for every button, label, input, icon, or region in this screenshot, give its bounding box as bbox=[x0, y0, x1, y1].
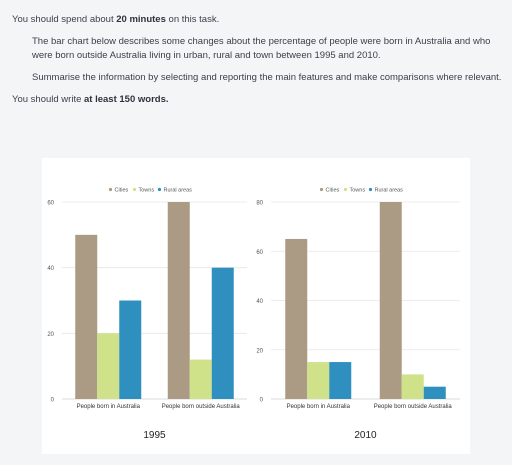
legend-marker bbox=[368, 187, 373, 192]
time-text: You should spend about bbox=[12, 14, 117, 25]
legend-label: Towns bbox=[350, 188, 366, 194]
bar bbox=[119, 300, 142, 399]
y-tick-label: 0 bbox=[51, 398, 55, 404]
bar bbox=[379, 202, 402, 399]
task-prompt: Summarise the information by selecting a… bbox=[32, 72, 502, 83]
legend-marker bbox=[343, 187, 348, 192]
time-bold: 20 minutes bbox=[116, 14, 166, 25]
legend-label: Cities bbox=[115, 188, 129, 194]
y-tick-label: 20 bbox=[256, 348, 263, 354]
bar bbox=[285, 238, 308, 399]
bar-charts: 0 20 40 60 Cities Towns Rural areas People born… bbox=[47, 187, 460, 441]
chart-title: 1995 bbox=[143, 430, 166, 441]
legend-marker bbox=[108, 187, 113, 192]
y-tick-label: 40 bbox=[256, 299, 263, 305]
bar bbox=[329, 362, 352, 399]
y-tick-label: 60 bbox=[256, 250, 263, 256]
y-tick-label: 20 bbox=[47, 332, 54, 338]
y-tick-label: 0 bbox=[260, 398, 264, 404]
y-tick-label: 60 bbox=[47, 201, 54, 207]
x-category-label: People born in Australia bbox=[77, 404, 141, 410]
x-category-label: People born in Australia bbox=[287, 404, 351, 410]
word-text: You should write bbox=[12, 94, 85, 105]
time-instruction: You should spend about 20 minutes on thi… bbox=[12, 13, 502, 27]
bar bbox=[97, 333, 120, 399]
bar bbox=[307, 362, 330, 399]
chart-title: 2010 bbox=[354, 430, 377, 441]
legend-marker bbox=[132, 187, 137, 192]
bar bbox=[401, 374, 424, 399]
y-tick-label: 80 bbox=[256, 201, 263, 207]
legend-label: Towns bbox=[139, 188, 155, 194]
legend-marker bbox=[157, 187, 162, 192]
task-description: The bar chart below describes some chang… bbox=[32, 36, 491, 61]
chart-figure: 0 20 40 60 Cities Towns Rural areas People born… bbox=[42, 158, 470, 454]
bar bbox=[423, 386, 446, 399]
bar bbox=[211, 267, 234, 399]
bar bbox=[189, 359, 212, 399]
task-instructions: You should spend about 20 minutes on thi… bbox=[12, 13, 502, 107]
word-bold: at least 150 words. bbox=[84, 94, 169, 105]
legend-label: Rural areas bbox=[164, 188, 193, 194]
bar bbox=[167, 202, 190, 399]
legend-marker bbox=[319, 187, 324, 192]
legend-label: Rural areas bbox=[375, 188, 404, 194]
time-text-end: on this task. bbox=[165, 14, 220, 25]
bar bbox=[75, 234, 98, 399]
word-instruction: You should write at least 150 words. bbox=[12, 93, 502, 107]
legend-label: Cities bbox=[326, 188, 340, 194]
x-category-label: People born outside Australia bbox=[162, 404, 241, 410]
x-category-label: People born outside Australia bbox=[374, 404, 453, 410]
y-tick-label: 40 bbox=[47, 266, 54, 272]
